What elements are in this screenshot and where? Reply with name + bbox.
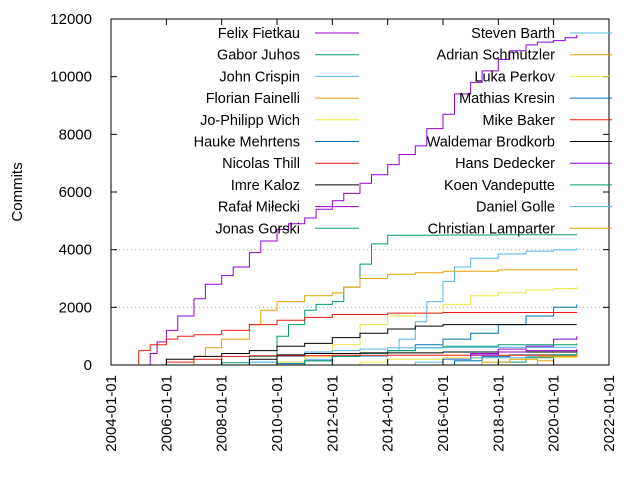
- legend-label: Steven Barth: [471, 26, 555, 42]
- y-tick-label: 6000: [59, 184, 92, 201]
- legend-label: Gabor Juhos: [217, 48, 300, 64]
- legend-label: Hauke Mehrtens: [194, 135, 300, 151]
- y-tick-label: 4000: [59, 242, 92, 259]
- series-line-3: [166, 268, 578, 366]
- x-tick-label: 2016-01-01: [435, 375, 452, 452]
- x-tick-label: 2010-01-01: [269, 375, 286, 452]
- series-line-0: [143, 34, 578, 366]
- series-line-7: [138, 324, 577, 366]
- y-axis: 0 2000 4000 6000 8000 10000 12000: [50, 11, 609, 374]
- series-line-11: [526, 349, 578, 366]
- series-line-15: [221, 351, 578, 366]
- legend: Felix Fietkau Gabor Juhos John Crispin Flor…: [194, 26, 612, 237]
- x-tick-label: 2014-01-01: [380, 375, 397, 452]
- x-tick-label: 2018-01-01: [490, 375, 507, 452]
- legend-label: Koen Vandeputte: [444, 178, 555, 194]
- legend-label: Florian Fainelli: [206, 91, 300, 107]
- x-tick-label: 2008-01-01: [214, 375, 231, 452]
- legend-label: Imre Kaloz: [231, 178, 300, 194]
- series-line-16: [415, 349, 578, 366]
- legend-label: Mathias Kresin: [459, 91, 555, 107]
- legend-label: Mike Baker: [482, 113, 555, 129]
- series-lines: [122, 34, 578, 366]
- legend-label: Adrian Schmutzler: [437, 48, 556, 64]
- series-line-9: [277, 343, 578, 366]
- x-tick-label: 2022-01-01: [601, 375, 618, 452]
- legend-label: Hans Dedecker: [455, 156, 555, 172]
- y-tick-label: 12000: [50, 11, 92, 28]
- legend-label: Jo-Philipp Wich: [200, 113, 300, 129]
- legend-label: John Crispin: [219, 69, 300, 85]
- series-line-2: [194, 248, 578, 366]
- y-tick-label: 8000: [59, 126, 92, 143]
- y-tick-label: 0: [84, 357, 92, 374]
- x-axis: 2004-01-01 2006-01-01 2008-01-01 2010-01-01…: [103, 19, 618, 452]
- y-axis-title: Commits: [9, 162, 26, 221]
- x-tick-label: 2004-01-01: [103, 375, 120, 452]
- series-line-6: [122, 312, 578, 366]
- y-tick-label: 10000: [50, 69, 92, 86]
- series-line-1: [194, 234, 578, 366]
- legend-label: Waldemar Brodkorb: [427, 135, 555, 151]
- legend-label: Nicolas Thill: [222, 156, 300, 172]
- x-tick-label: 2006-01-01: [158, 375, 175, 452]
- legend-label: Rafał Miłecki: [218, 200, 300, 216]
- legend-label: Christian Lamparter: [428, 221, 555, 237]
- grid: [111, 249, 609, 308]
- legend-label: Felix Fietkau: [218, 26, 300, 42]
- legend-label: Daniel Golle: [476, 200, 555, 216]
- series-line-19: [454, 354, 578, 366]
- series-line-10: [221, 346, 578, 366]
- legend-label: Luka Perkov: [474, 69, 555, 85]
- x-tick-label: 2012-01-01: [324, 375, 341, 452]
- legend-label: Jonas Gorski: [215, 221, 300, 237]
- x-tick-label: 2020-01-01: [546, 375, 563, 452]
- y-tick-label: 2000: [59, 299, 92, 316]
